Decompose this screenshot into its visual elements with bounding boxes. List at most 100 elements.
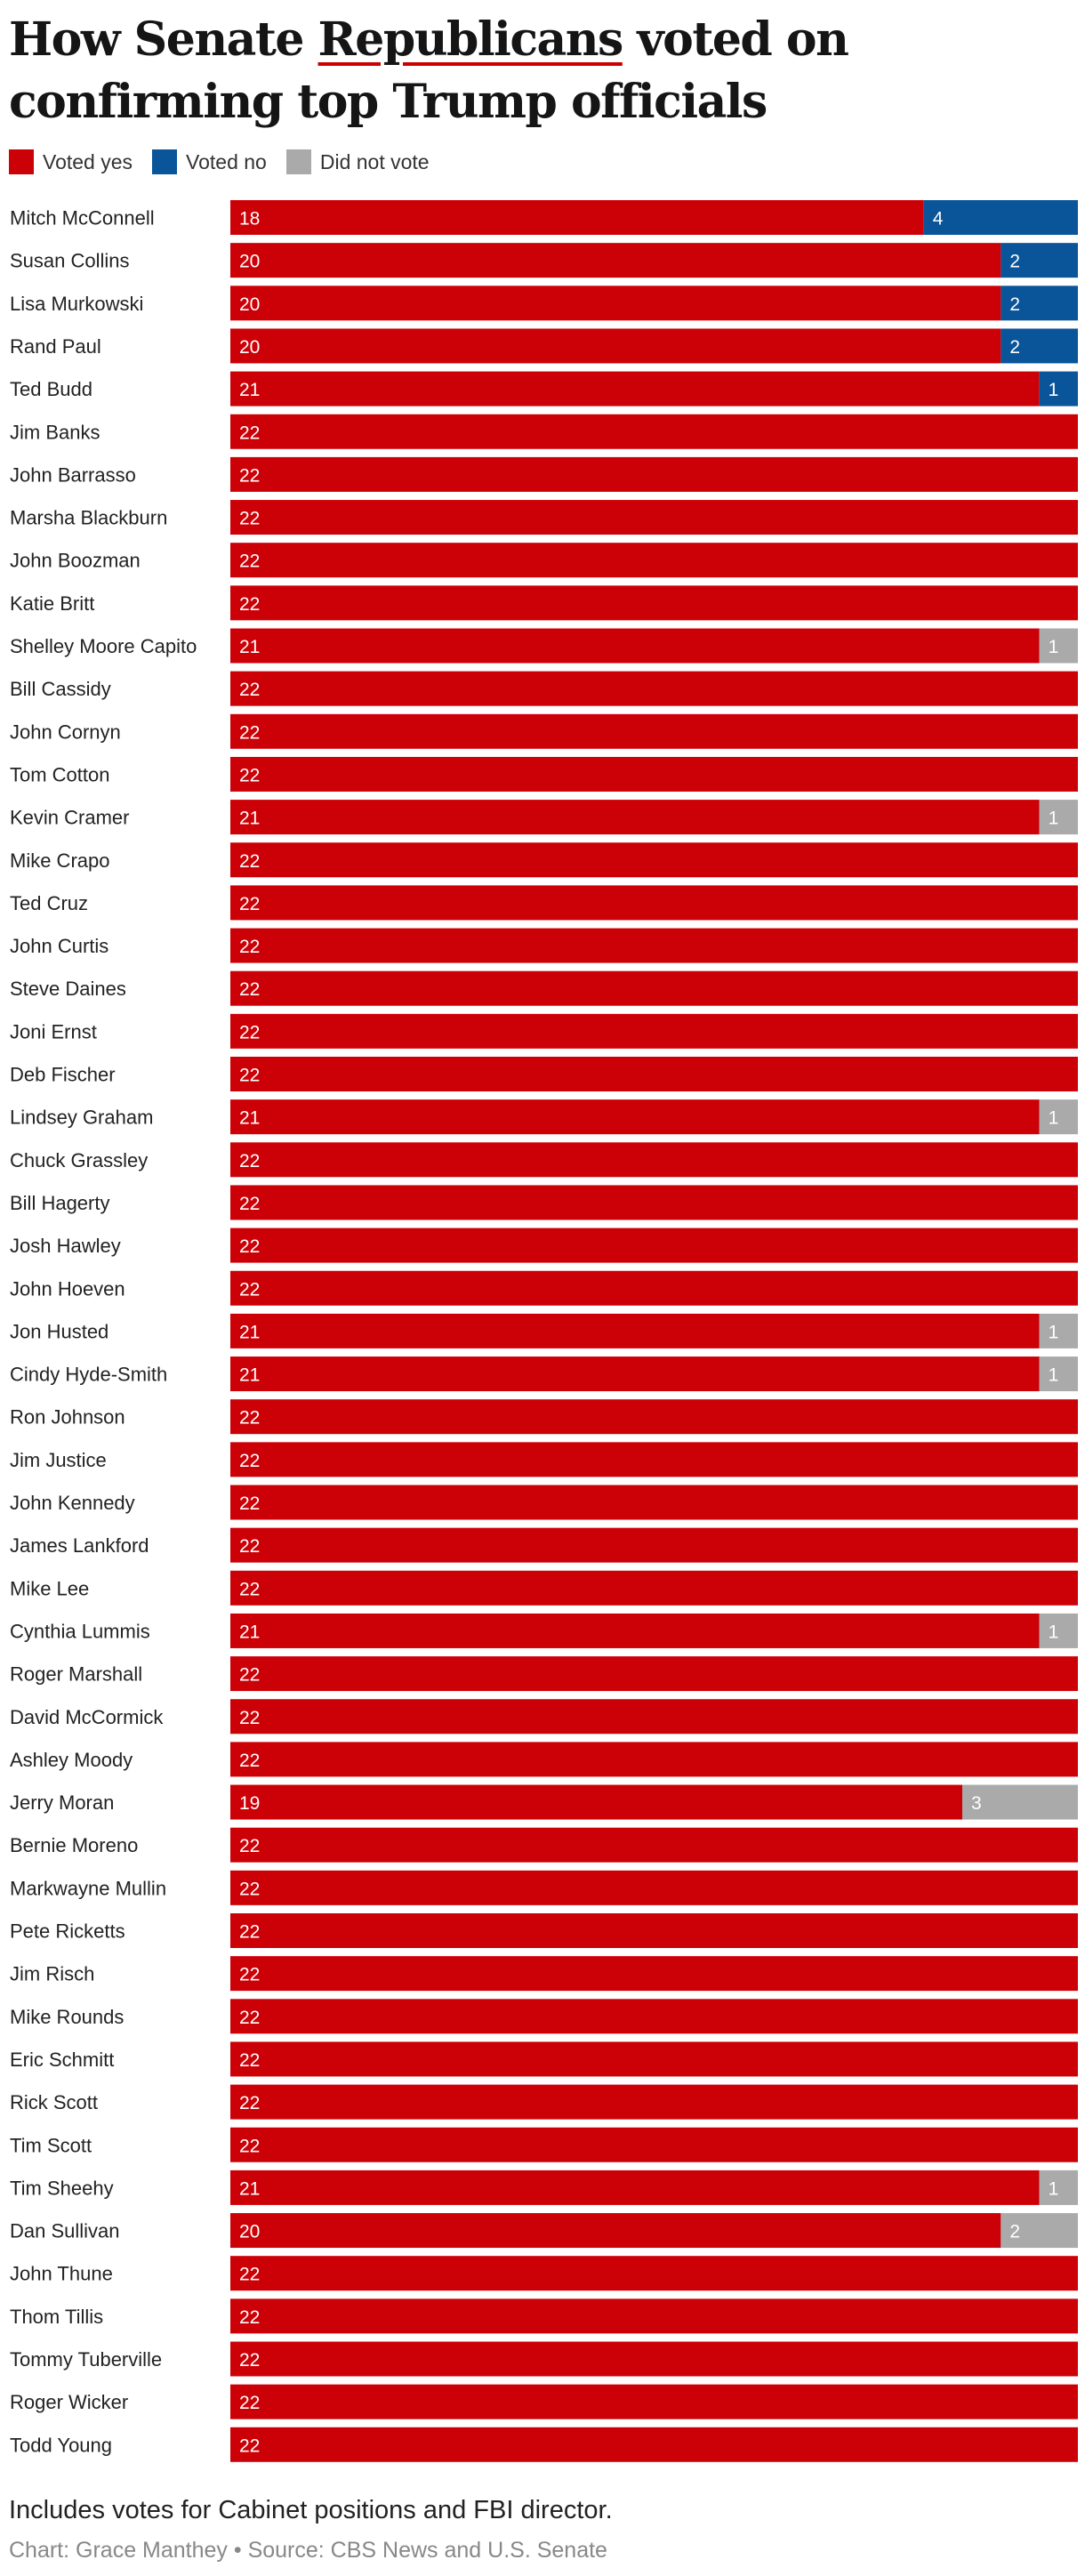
bar-value-label: 22 bbox=[239, 979, 260, 1000]
bar-row-lisa-murkowski: Lisa Murkowski 20 2 bbox=[10, 286, 1078, 321]
bar-value-label: 21 bbox=[239, 1108, 260, 1129]
row-label: Cindy Hyde-Smith bbox=[10, 1364, 167, 1386]
bar-segment-did-not-vote bbox=[1001, 2213, 1078, 2249]
bar-segment-voted-yes bbox=[230, 2169, 1040, 2205]
bar-row-jim-justice: Jim Justice 22 bbox=[10, 1442, 1078, 1477]
footer-credit: Chart: Grace Manthey • Source: CBS News … bbox=[9, 2538, 607, 2563]
bar-segment-voted-yes bbox=[230, 1057, 1078, 1091]
bar-segment-voted-yes bbox=[230, 286, 1001, 321]
bar-row-dan-sullivan: Dan Sullivan 20 2 bbox=[10, 2213, 1078, 2249]
bar-value-label: 22 bbox=[239, 2393, 260, 2413]
bar-value-label: 21 bbox=[239, 809, 260, 829]
bar-value-label: 1 bbox=[1049, 1322, 1059, 1342]
bar-value-label: 21 bbox=[239, 637, 260, 657]
bar-row-pete-ricketts: Pete Ricketts 22 bbox=[10, 1913, 1078, 1948]
bar-value-label: 22 bbox=[239, 722, 260, 743]
bar-segment-voted-yes bbox=[230, 1870, 1078, 1905]
bar-segment-voted-yes bbox=[230, 885, 1078, 921]
bar-value-label: 21 bbox=[239, 380, 260, 400]
bar-row-lindsey-graham: Lindsey Graham 21 1 bbox=[10, 1099, 1078, 1135]
bar-segment-voted-no bbox=[923, 200, 1078, 235]
bar-row-tommy-tuberville: Tommy Tuberville 22 bbox=[10, 2341, 1078, 2377]
bar-value-label: 21 bbox=[239, 1322, 260, 1342]
bar-row-bernie-moreno: Bernie Moreno 22 bbox=[10, 1827, 1078, 1863]
row-label: Katie Britt bbox=[10, 592, 94, 615]
bar-value-label: 22 bbox=[239, 1708, 260, 1728]
bar-segment-voted-yes bbox=[230, 371, 1040, 407]
bar-row-susan-collins: Susan Collins 20 2 bbox=[10, 243, 1078, 278]
row-label: Jim Risch bbox=[10, 1963, 94, 1985]
bar-value-label: 1 bbox=[1049, 1365, 1059, 1386]
bar-row-mike-crapo: Mike Crapo 22 bbox=[10, 842, 1078, 878]
bar-value-label: 22 bbox=[239, 765, 260, 785]
row-label: Deb Fischer bbox=[10, 1064, 116, 1086]
bar-segment-voted-yes bbox=[230, 585, 1078, 621]
row-label: David McCormick bbox=[10, 1706, 164, 1728]
bar-segment-voted-yes bbox=[230, 500, 1078, 535]
row-label: Chuck Grassley bbox=[10, 1149, 148, 1171]
title-highlight: Republicans bbox=[317, 12, 624, 67]
legend-swatch-did-not-vote bbox=[285, 149, 311, 174]
bar-value-label: 22 bbox=[239, 509, 260, 529]
bar-row-deb-fischer: Deb Fischer 22 bbox=[10, 1057, 1078, 1091]
bar-value-label: 21 bbox=[239, 1622, 260, 1642]
row-label: Bill Cassidy bbox=[10, 678, 111, 700]
title-after: voted on confirming top Trump officials bbox=[9, 12, 849, 129]
bar-value-label: 22 bbox=[239, 1022, 260, 1042]
bar-value-label: 22 bbox=[239, 1279, 260, 1300]
bar-segment-voted-yes bbox=[230, 2427, 1078, 2462]
bar-value-label: 22 bbox=[239, 465, 260, 486]
bar-value-label: 22 bbox=[239, 894, 260, 914]
bar-segment-voted-yes bbox=[230, 1099, 1040, 1135]
footer-note: Includes votes for Cabinet positions and… bbox=[9, 2496, 613, 2524]
bar-value-label: 2 bbox=[1009, 252, 1020, 272]
bar-row-john-hoeven: John Hoeven 22 bbox=[10, 1270, 1078, 1306]
row-label: Mitch McConnell bbox=[10, 207, 155, 229]
bar-value-label: 22 bbox=[239, 1579, 260, 1599]
bar-row-kevin-cramer: Kevin Cramer 21 1 bbox=[10, 800, 1078, 835]
bar-row-markwayne-mullin: Markwayne Mullin 22 bbox=[10, 1870, 1078, 1905]
bar-segment-voted-yes bbox=[230, 1185, 1078, 1220]
row-label: Roger Wicker bbox=[10, 2391, 128, 2413]
bar-segment-voted-yes bbox=[230, 1956, 1078, 1992]
row-label: Roger Marshall bbox=[10, 1663, 142, 1686]
bar-segment-voted-no bbox=[1001, 243, 1078, 278]
bar-value-label: 22 bbox=[239, 2265, 260, 2285]
bar-segment-voted-yes bbox=[230, 1570, 1078, 1606]
bar-row-john-cornyn: John Cornyn 22 bbox=[10, 713, 1078, 749]
bar-value-label: 18 bbox=[239, 209, 260, 229]
bar-row-james-lankford: James Lankford 22 bbox=[10, 1527, 1078, 1563]
row-label: Tommy Tuberville bbox=[10, 2348, 162, 2371]
bar-segment-voted-yes bbox=[230, 1827, 1078, 1863]
bar-segment-voted-yes bbox=[230, 1784, 963, 1820]
bar-row-joni-ernst: Joni Ernst 22 bbox=[10, 1013, 1078, 1049]
row-label: Ted Cruz bbox=[10, 892, 88, 914]
bar-segment-voted-yes bbox=[230, 2298, 1078, 2334]
bar-segment-did-not-vote bbox=[1039, 628, 1078, 664]
bar-segment-did-not-vote bbox=[962, 1784, 1078, 1820]
bar-segment-voted-no bbox=[1001, 328, 1078, 364]
bar-segment-voted-yes bbox=[230, 800, 1040, 835]
row-label: Shelley Moore Capito bbox=[10, 635, 197, 657]
row-label: Eric Schmitt bbox=[10, 2049, 114, 2071]
legend-item-voted-no: Voted no bbox=[152, 149, 267, 174]
bar-value-label: 21 bbox=[239, 2178, 260, 2199]
row-label: Mike Lee bbox=[10, 1577, 89, 1599]
bar-value-label: 22 bbox=[239, 2435, 260, 2456]
bar-value-label: 22 bbox=[239, 594, 260, 615]
bar-value-label: 22 bbox=[239, 551, 260, 572]
row-label: Marsha Blackburn bbox=[10, 507, 167, 529]
row-label: Mike Rounds bbox=[10, 2006, 124, 2028]
row-label: Rick Scott bbox=[10, 2091, 98, 2113]
bar-value-label: 22 bbox=[239, 937, 260, 957]
bar-row-shelley-moore-capito: Shelley Moore Capito 21 1 bbox=[10, 628, 1078, 664]
row-label: Josh Hawley bbox=[10, 1235, 121, 1257]
bar-row-bill-hagerty: Bill Hagerty 22 bbox=[10, 1185, 1078, 1220]
legend-label-voted-yes: Voted yes bbox=[43, 149, 133, 173]
bar-segment-voted-yes bbox=[230, 2384, 1078, 2419]
bar-row-thom-tillis: Thom Tillis 22 bbox=[10, 2298, 1078, 2334]
bar-value-label: 22 bbox=[239, 2307, 260, 2328]
bar-segment-voted-yes bbox=[230, 1527, 1078, 1563]
bar-row-john-boozman: John Boozman 22 bbox=[10, 543, 1078, 578]
